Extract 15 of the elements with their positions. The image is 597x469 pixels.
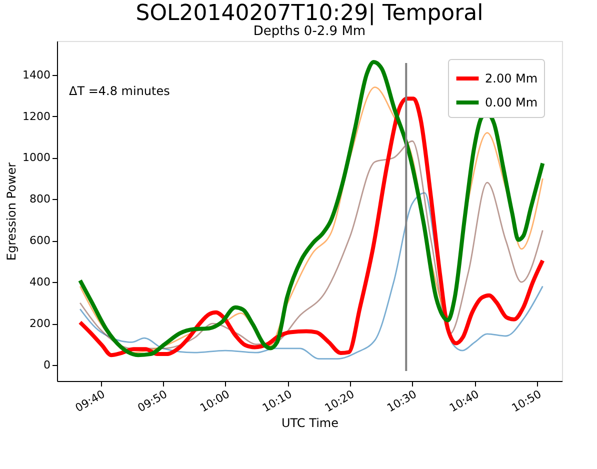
y-tick-label: 1000 [22,151,50,164]
y-tick-label: 800 [30,192,50,206]
x-axis-title: UTC Time [282,416,338,430]
y-tick-label: 600 [30,234,50,248]
y-axis-title: Egression Power [4,162,19,261]
y-tick-label: 400 [30,276,50,289]
annotation: ΔT =4.8 minutes [69,84,170,98]
y-tick-label: 200 [30,317,50,330]
legend-label: 2.00 Mm [485,72,538,86]
chart-title: SOL20140207T10:29| Temporal [136,1,484,26]
y-tick-label: 1200 [22,110,50,123]
legend-label: 0.00 Mm [485,96,538,110]
chart-subtitle: Depths 0-2.9 Mm [253,24,366,39]
y-tick-label: 1400 [22,68,50,82]
y-tick-label: 0 [44,358,50,372]
